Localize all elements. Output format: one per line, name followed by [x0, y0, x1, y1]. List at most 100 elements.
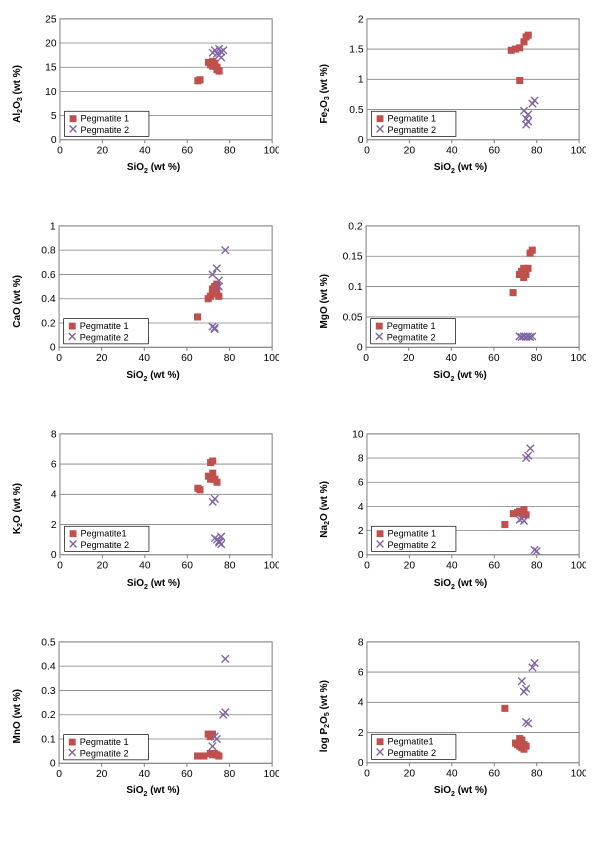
point-peg1	[216, 294, 222, 300]
legend-label-peg2: Pegmatite 2	[80, 333, 129, 343]
point-peg2	[211, 495, 218, 502]
ytick-label: 0.2	[348, 222, 363, 233]
xtick-label: 100	[571, 145, 586, 156]
xlabel-cao: SiO2 (wt %)	[27, 370, 279, 383]
ytick-label: 0.2	[41, 319, 56, 330]
xtick-label: 40	[446, 561, 458, 572]
point-peg2	[518, 677, 525, 684]
chart-grid: Al2O3 (wt %) 0510152025020406080100	[12, 12, 586, 798]
xtick-label: 0	[57, 145, 63, 156]
ytick-label: 0.1	[41, 734, 56, 745]
xtick-label: 60	[489, 561, 501, 572]
point-peg2	[209, 742, 216, 749]
ytick-label: 4	[358, 502, 364, 513]
xtick-label: 100	[571, 768, 586, 779]
xlabel-k2o: SiO2 (wt %)	[28, 578, 279, 591]
ytick-label: 6	[358, 667, 364, 678]
plot-mgo: 00.050.10.150.2020406080100 Pegmatite 1P…	[334, 219, 586, 368]
plot-fe2o3: 00.511.52020406080100 Pegmatite 1Pegmati…	[335, 12, 586, 160]
xtick-label: 60	[182, 561, 194, 572]
xtick-label: 80	[531, 561, 543, 572]
ytick-label: 0.5	[349, 105, 364, 116]
point-peg2	[211, 326, 218, 333]
point-peg1	[214, 479, 220, 485]
xtick-label: 20	[404, 561, 416, 572]
xtick-label: 0	[363, 353, 369, 364]
ytick-label: 1	[358, 75, 364, 86]
ytick-label: 0	[50, 758, 56, 769]
xtick-label: 0	[57, 561, 63, 572]
ytick-label: 0.1	[348, 282, 363, 293]
legend-label-peg2: Pegmatite 2	[387, 747, 436, 757]
xtick-label: 80	[531, 768, 543, 779]
xlabel-mno: SiO2 (wt %)	[27, 785, 279, 798]
xtick-label: 60	[489, 768, 501, 779]
ytick-label: 0.2	[41, 710, 56, 721]
xlabel-mgo: SiO2 (wt %)	[334, 370, 586, 383]
ytick-label: 8	[358, 637, 364, 648]
point-peg2	[218, 54, 225, 61]
ytick-label: 8	[51, 429, 57, 440]
ytick-label: 10	[45, 87, 57, 98]
legend-label-peg1: Pegmatite 1	[80, 321, 129, 331]
point-peg2	[222, 655, 229, 662]
plot-cao: 00.20.40.60.81020406080100 Pegmatite 1Pe…	[27, 219, 279, 368]
point-peg1	[210, 458, 216, 464]
ylabel-p2o5: log P2O5 (wt %)	[319, 680, 331, 752]
ytick-label: 6	[358, 478, 364, 489]
xtick-label: 0	[56, 353, 62, 364]
legend-label-peg1: Pegmatite 1	[80, 114, 129, 124]
xtick-label: 0	[364, 561, 370, 572]
legend-label-peg2: Pegmatite 2	[80, 125, 129, 135]
xtick-label: 20	[97, 145, 109, 156]
xtick-label: 100	[571, 561, 586, 572]
point-peg2	[525, 719, 532, 726]
ytick-label: 0.4	[41, 294, 56, 305]
point-peg1	[510, 290, 516, 296]
xtick-label: 40	[139, 145, 151, 156]
xtick-label: 100	[264, 561, 279, 572]
plot-na2o: 0246810020406080100 Pegmatite 1Pegmatite…	[335, 427, 586, 575]
point-peg1	[210, 470, 216, 476]
ytick-label: 2	[358, 526, 364, 537]
xtick-label: 20	[404, 145, 416, 156]
ytick-label: 0	[358, 758, 364, 769]
point-peg1	[517, 78, 523, 84]
xtick-label: 20	[96, 353, 108, 364]
xtick-label: 80	[224, 769, 236, 780]
ylabel-al2o3: Al2O3 (wt %)	[12, 65, 24, 123]
xlabel-na2o: SiO2 (wt %)	[335, 578, 586, 591]
point-peg2	[522, 121, 529, 128]
xtick-label: 0	[56, 769, 62, 780]
ytick-label: 0	[358, 550, 364, 561]
ytick-label: 1	[50, 222, 56, 233]
xtick-label: 40	[139, 769, 151, 780]
xtick-label: 60	[489, 145, 501, 156]
xtick-label: 60	[181, 769, 193, 780]
point-peg2	[527, 445, 534, 452]
ylabel-fe2o3: Fe2O3 (wt %)	[319, 64, 331, 123]
legend-label-peg1: Pegmatite 1	[387, 114, 436, 124]
legend-label-peg1: Pegmatite1	[80, 529, 126, 539]
point-peg1	[195, 753, 201, 759]
point-peg1	[502, 705, 508, 711]
point-peg1	[525, 266, 531, 272]
ytick-label: 0.05	[343, 313, 363, 324]
legend-label-peg2: Pegmatite 2	[80, 540, 129, 550]
ytick-label: 0	[51, 550, 57, 561]
xtick-label: 0	[364, 145, 370, 156]
xtick-label: 20	[403, 353, 415, 364]
xtick-label: 80	[224, 353, 236, 364]
panel-na2o: Na2O (wt %) 0246810020406080100 Pe	[319, 427, 586, 590]
point-peg1	[195, 314, 201, 320]
xtick-label: 100	[264, 769, 279, 780]
point-peg1	[523, 743, 529, 749]
xtick-label: 80	[224, 561, 236, 572]
ytick-label: 0.8	[41, 246, 56, 257]
plot-p2o5: 02468020406080100 Pegmatite1Pegmatite 2	[335, 635, 586, 783]
point-peg2	[218, 541, 225, 548]
ytick-label: 0.15	[343, 252, 363, 263]
point-peg1	[197, 77, 203, 83]
point-peg2	[522, 685, 529, 692]
ytick-label: 2	[51, 520, 57, 531]
